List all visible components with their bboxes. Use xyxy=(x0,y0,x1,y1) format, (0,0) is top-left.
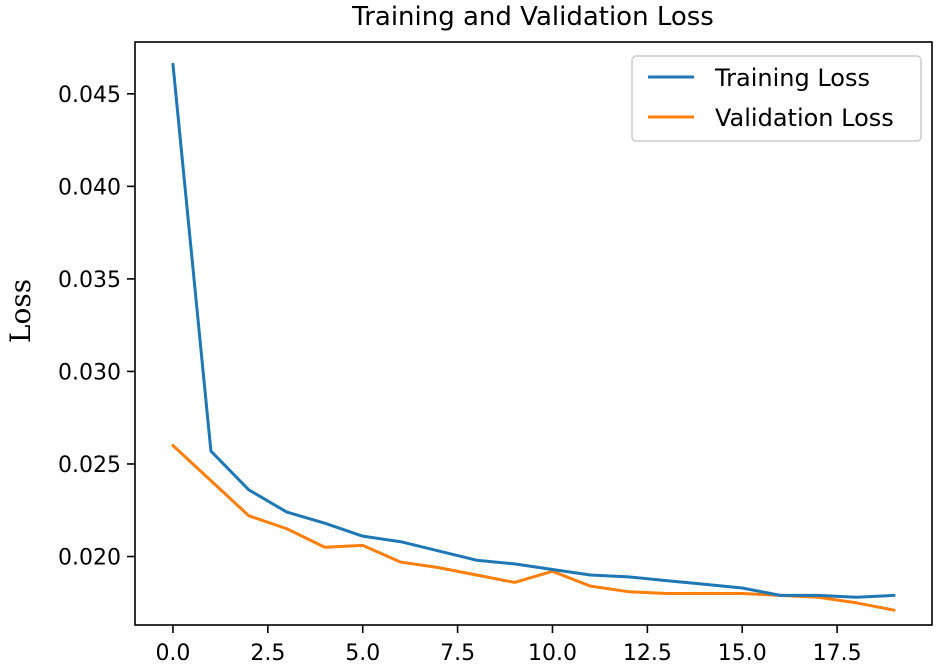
x-tick-label: 10.0 xyxy=(528,641,577,666)
y-tick-label: 0.030 xyxy=(58,360,121,385)
series-line-training-loss xyxy=(171,62,896,599)
chart-title: Training and Validation Loss xyxy=(351,2,714,32)
x-tick-label: 7.5 xyxy=(440,641,475,666)
y-axis-ticks: 0.020 0.025 0.030 0.035 0.040 0.045 xyxy=(58,83,135,571)
y-tick-label: 0.020 xyxy=(58,546,121,571)
legend-label-training-loss: Training Loss xyxy=(714,64,870,92)
series-line-validation-loss xyxy=(171,443,896,612)
x-tick-label: 17.5 xyxy=(813,641,862,666)
y-axis-label: Loss xyxy=(4,279,37,343)
plot-area-frame xyxy=(134,41,933,626)
y-tick-label: 0.035 xyxy=(58,268,121,293)
y-tick-label: 0.025 xyxy=(58,453,121,478)
x-tick-label: 12.5 xyxy=(623,641,672,666)
x-axis-ticks: 0.0 2.5 5.0 7.5 10.0 12.5 15.0 17.5 xyxy=(155,625,862,666)
x-tick-label: 2.5 xyxy=(250,641,285,666)
x-tick-label: 5.0 xyxy=(345,641,380,666)
x-tick-label: 0.0 xyxy=(155,641,190,666)
series-lines xyxy=(171,62,896,612)
legend-label-validation-loss: Validation Loss xyxy=(715,104,894,132)
legend-box xyxy=(631,55,922,142)
x-tick-label: 15.0 xyxy=(718,641,767,666)
y-tick-label: 0.040 xyxy=(58,175,121,200)
legend: Training Loss Validation Loss xyxy=(631,55,922,142)
y-tick-label: 0.045 xyxy=(58,83,121,108)
